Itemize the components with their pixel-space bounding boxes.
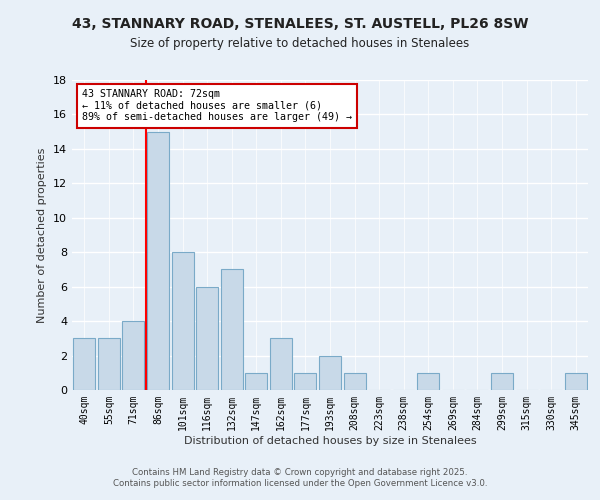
Bar [196,286,218,390]
Bar [221,270,243,390]
Bar [245,373,268,390]
Bar [319,356,341,390]
Y-axis label: Number of detached properties: Number of detached properties [37,148,47,322]
X-axis label: Distribution of detached houses by size in Stenalees: Distribution of detached houses by size … [184,436,476,446]
Bar [147,132,169,390]
Bar [98,338,120,390]
Bar [73,338,95,390]
Bar [344,373,365,390]
Bar [417,373,439,390]
Bar [565,373,587,390]
Bar [172,252,194,390]
Bar [491,373,513,390]
Text: 43, STANNARY ROAD, STENALEES, ST. AUSTELL, PL26 8SW: 43, STANNARY ROAD, STENALEES, ST. AUSTEL… [72,18,528,32]
Bar [270,338,292,390]
Bar [122,321,145,390]
Text: Size of property relative to detached houses in Stenalees: Size of property relative to detached ho… [130,38,470,51]
Text: 43 STANNARY ROAD: 72sqm
← 11% of detached houses are smaller (6)
89% of semi-det: 43 STANNARY ROAD: 72sqm ← 11% of detache… [82,90,352,122]
Bar [295,373,316,390]
Text: Contains HM Land Registry data © Crown copyright and database right 2025.
Contai: Contains HM Land Registry data © Crown c… [113,468,487,487]
